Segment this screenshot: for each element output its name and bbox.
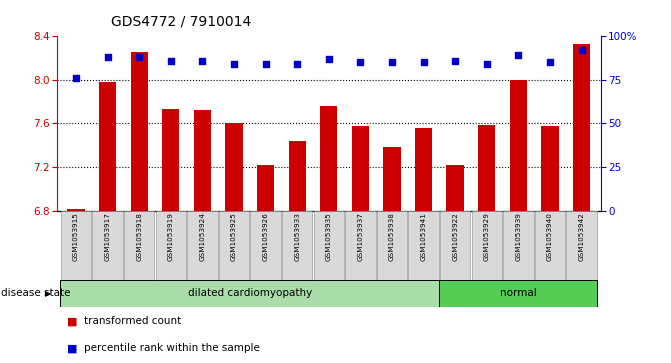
Point bbox=[260, 61, 271, 67]
Bar bbox=[93, 211, 123, 280]
Text: ■: ■ bbox=[67, 316, 78, 326]
Point bbox=[355, 60, 366, 65]
Bar bbox=[130, 52, 148, 211]
Point bbox=[576, 47, 587, 53]
Bar bbox=[566, 211, 597, 280]
Bar bbox=[377, 211, 407, 280]
Bar bbox=[573, 44, 590, 211]
Text: percentile rank within the sample: percentile rank within the sample bbox=[84, 343, 260, 354]
Bar bbox=[257, 165, 274, 211]
Point bbox=[70, 75, 81, 81]
Text: GSM1053929: GSM1053929 bbox=[484, 213, 490, 261]
Bar bbox=[352, 126, 369, 211]
Bar bbox=[225, 123, 243, 211]
Text: GDS4772 / 7910014: GDS4772 / 7910014 bbox=[111, 15, 251, 29]
Text: GSM1053915: GSM1053915 bbox=[73, 213, 79, 261]
Text: GSM1053935: GSM1053935 bbox=[326, 213, 331, 261]
Text: GSM1053926: GSM1053926 bbox=[262, 213, 268, 261]
Bar bbox=[67, 209, 85, 211]
Text: ▶: ▶ bbox=[45, 289, 52, 298]
Text: GSM1053924: GSM1053924 bbox=[199, 213, 205, 261]
Text: GSM1053941: GSM1053941 bbox=[421, 213, 427, 261]
Point bbox=[386, 60, 397, 65]
Point bbox=[418, 60, 429, 65]
Text: transformed count: transformed count bbox=[84, 316, 181, 326]
Bar bbox=[194, 110, 211, 211]
Bar bbox=[535, 211, 565, 280]
Bar bbox=[320, 106, 338, 211]
Bar bbox=[124, 211, 154, 280]
Bar bbox=[446, 165, 464, 211]
Point bbox=[513, 53, 524, 58]
Bar bbox=[440, 211, 470, 280]
Bar bbox=[415, 128, 432, 211]
Point bbox=[229, 61, 240, 67]
Text: GSM1053922: GSM1053922 bbox=[452, 213, 458, 261]
Text: GSM1053918: GSM1053918 bbox=[136, 213, 142, 261]
Text: GSM1053925: GSM1053925 bbox=[231, 213, 237, 261]
Text: normal: normal bbox=[500, 288, 537, 298]
Bar bbox=[156, 211, 186, 280]
Bar bbox=[345, 211, 376, 280]
Text: GSM1053942: GSM1053942 bbox=[578, 213, 584, 261]
Point bbox=[481, 61, 492, 67]
Bar bbox=[162, 109, 179, 211]
Text: ■: ■ bbox=[67, 343, 78, 354]
Bar bbox=[440, 280, 597, 307]
Text: GSM1053940: GSM1053940 bbox=[547, 213, 553, 261]
Point bbox=[545, 60, 556, 65]
Point bbox=[292, 61, 303, 67]
Point bbox=[197, 58, 208, 64]
Bar bbox=[478, 125, 495, 211]
Bar bbox=[60, 280, 440, 307]
Point bbox=[166, 58, 176, 64]
Bar bbox=[541, 126, 559, 211]
Bar bbox=[313, 211, 344, 280]
Bar bbox=[503, 211, 533, 280]
Text: GSM1053939: GSM1053939 bbox=[515, 213, 521, 261]
Bar bbox=[289, 141, 306, 211]
Bar bbox=[250, 211, 280, 280]
Point bbox=[102, 54, 113, 60]
Point bbox=[134, 54, 144, 60]
Bar bbox=[61, 211, 91, 280]
Bar bbox=[510, 80, 527, 211]
Text: GSM1053919: GSM1053919 bbox=[168, 213, 174, 261]
Text: GSM1053938: GSM1053938 bbox=[389, 213, 395, 261]
Bar bbox=[409, 211, 439, 280]
Point bbox=[450, 58, 460, 64]
Bar bbox=[282, 211, 313, 280]
Bar bbox=[383, 147, 401, 211]
Text: GSM1053933: GSM1053933 bbox=[294, 213, 300, 261]
Bar bbox=[99, 82, 116, 211]
Bar bbox=[472, 211, 502, 280]
Bar bbox=[187, 211, 217, 280]
Text: disease state: disease state bbox=[1, 288, 71, 298]
Bar bbox=[219, 211, 249, 280]
Point bbox=[323, 56, 334, 62]
Text: GSM1053937: GSM1053937 bbox=[358, 213, 364, 261]
Text: dilated cardiomyopathy: dilated cardiomyopathy bbox=[188, 288, 312, 298]
Text: GSM1053917: GSM1053917 bbox=[105, 213, 111, 261]
